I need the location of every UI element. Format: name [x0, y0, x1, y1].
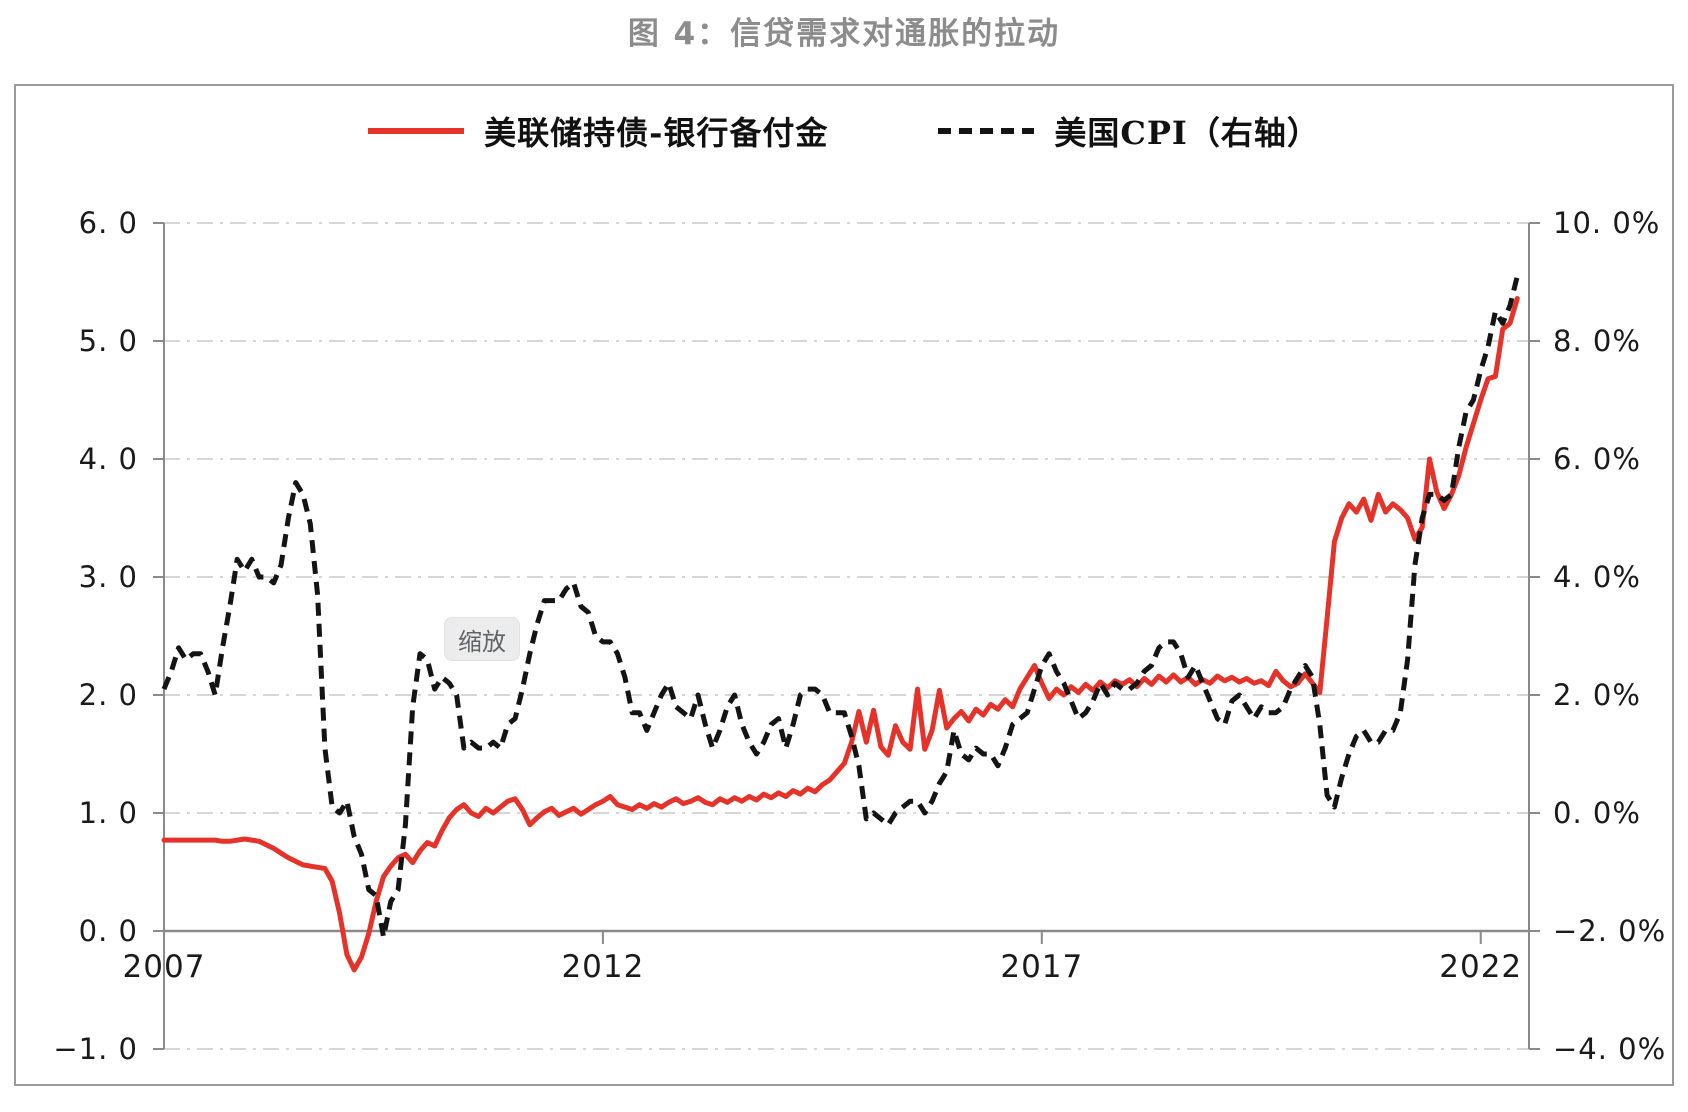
- legend: 美联储持债-银行备付金 美国CPI（右轴）: [16, 108, 1672, 154]
- zoom-tooltip-label: 缩放: [458, 627, 506, 656]
- y-axis-label-left: 2. 0: [78, 678, 138, 712]
- zoom-tooltip[interactable]: 缩放: [444, 617, 520, 661]
- y-axis-label-left: 4. 0: [78, 442, 138, 476]
- chart-card: 6. 0 5. 0 4. 0 3. 0 2. 0 1. 0 0. 0 −1. 0 10. 0% 8…: [14, 84, 1674, 1086]
- legend-label-fed: 美联储持债-银行备付金: [484, 114, 829, 152]
- y-axis-label-left: 6. 0: [78, 206, 138, 240]
- y-axis-label-right: 2. 0%: [1553, 678, 1641, 712]
- series-line-fed: [161, 296, 1520, 973]
- x-axis-label: 2017: [1000, 949, 1084, 985]
- y-axis-label-right: 4. 0%: [1553, 560, 1641, 594]
- x-axis-label: 2007: [122, 949, 206, 985]
- chart-title: 图 4：信贷需求对通胀的拉动: [627, 16, 1061, 52]
- y-axis-label-right: 10. 0%: [1553, 206, 1661, 240]
- y-axis-label-right: −4. 0%: [1553, 1032, 1667, 1066]
- y-axis-label-right: 0. 0%: [1553, 796, 1641, 830]
- y-axis-label-left: −1. 0: [53, 1032, 138, 1066]
- y-axis-label-right: −2. 0%: [1553, 914, 1667, 948]
- dashed-line-swatch-icon: [938, 128, 1035, 134]
- series-line-cpi: [161, 275, 1520, 940]
- y-axis-label-right: 8. 0%: [1553, 324, 1641, 358]
- red-line-swatch-icon: [368, 128, 465, 134]
- legend-label-cpi: 美国CPI（右轴）: [1054, 114, 1320, 152]
- y-axis-label-left: 0. 0: [78, 914, 138, 948]
- y-axis-label-left: 3. 0: [78, 560, 138, 594]
- y-axis-label-left: 1. 0: [78, 796, 138, 830]
- x-axis-label: 2012: [561, 949, 645, 985]
- y-axis-label-left: 5. 0: [78, 324, 138, 358]
- legend-item-fed: 美联储持债-银行备付金: [368, 108, 828, 154]
- legend-item-cpi: 美国CPI（右轴）: [938, 108, 1320, 154]
- x-axis-label: 2022: [1439, 949, 1523, 985]
- y-axis-label-right: 6. 0%: [1553, 442, 1641, 476]
- plot-area: [153, 222, 1540, 1050]
